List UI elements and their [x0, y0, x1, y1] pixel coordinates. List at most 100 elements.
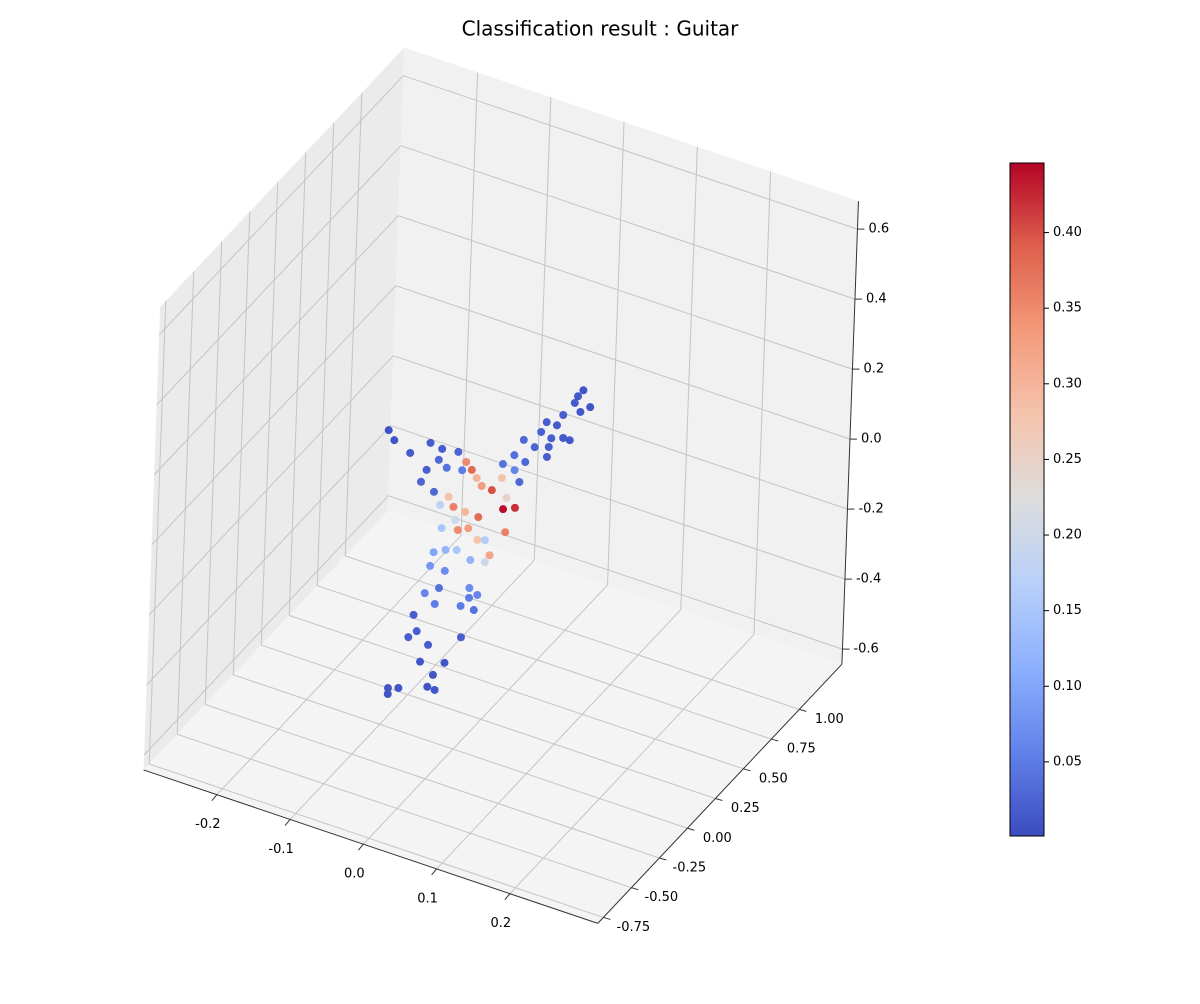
grid-line	[153, 215, 399, 476]
data-point	[406, 448, 415, 457]
grid-line	[403, 75, 858, 230]
grid-line	[345, 555, 800, 710]
data-point	[574, 392, 583, 401]
grid-line	[148, 300, 167, 764]
grid-line	[317, 585, 772, 740]
grid-line	[398, 215, 853, 370]
grid-line	[146, 425, 392, 686]
data-point	[456, 601, 465, 610]
left-pane	[143, 47, 405, 770]
data-point	[477, 481, 486, 490]
colorbar-tick-label: 0.10	[1053, 679, 1082, 694]
grid-line	[156, 145, 402, 406]
grid-line	[158, 75, 404, 336]
grid-line	[509, 634, 755, 895]
z-tick-label: 0.2	[863, 362, 884, 377]
grid-line	[289, 559, 535, 820]
data-point	[384, 426, 393, 435]
data-point	[542, 418, 551, 427]
data-point	[412, 627, 421, 636]
grid-line	[261, 644, 716, 799]
y-tick-label: 0.75	[787, 742, 816, 757]
grid-line	[607, 121, 625, 585]
y-tick	[715, 798, 723, 802]
x-tick-label: 0.1	[417, 891, 438, 906]
data-point	[440, 566, 449, 575]
data-point	[465, 584, 474, 593]
y-tick-label: 0.00	[703, 831, 732, 846]
data-point	[420, 589, 429, 598]
z-tick-label: 0.0	[861, 432, 882, 447]
grid-line	[149, 763, 604, 918]
data-point	[510, 466, 519, 475]
data-point	[501, 528, 510, 537]
data-point	[480, 558, 489, 567]
data-point	[416, 477, 425, 486]
data-point	[544, 442, 553, 451]
data-point	[510, 451, 519, 460]
data-point	[453, 526, 462, 535]
z-tick-label: 0.4	[866, 292, 887, 307]
y-tick-label: -0.25	[673, 860, 707, 875]
data-point	[449, 502, 458, 511]
grid-line	[151, 285, 397, 546]
x-tick	[211, 794, 218, 801]
x-tick-label: -0.1	[268, 842, 293, 857]
grid-line	[143, 495, 389, 756]
data-point	[579, 386, 588, 395]
grid-line	[393, 355, 848, 510]
data-point	[521, 458, 530, 467]
floor-pane	[143, 510, 842, 924]
grid-line	[395, 285, 851, 440]
data-point	[383, 689, 392, 698]
data-point	[394, 684, 403, 693]
y-tick	[687, 827, 695, 831]
y-axis	[597, 663, 843, 924]
grid-line	[436, 609, 682, 870]
colorbar-tick-label: 0.30	[1053, 376, 1082, 391]
z-axis	[841, 201, 859, 665]
grid-line	[233, 674, 688, 829]
grid-line	[204, 241, 223, 705]
data-point	[537, 427, 546, 436]
data-point	[542, 452, 551, 461]
grid-line	[460, 72, 479, 536]
data-point	[390, 436, 399, 445]
y-tick	[631, 887, 639, 891]
data-point	[473, 590, 482, 599]
colorbar-tick-label: 0.25	[1053, 452, 1082, 467]
data-point	[424, 640, 433, 649]
data-point	[570, 398, 579, 407]
data-point	[444, 492, 453, 501]
y-tick-label: -0.50	[645, 890, 679, 905]
data-point	[462, 457, 471, 466]
z-tick-label: -0.4	[856, 572, 881, 587]
grid-line	[753, 171, 772, 635]
data-point	[436, 500, 445, 509]
data-point	[466, 556, 475, 565]
grid-line	[289, 614, 744, 770]
data-point	[469, 606, 478, 615]
y-tick	[771, 738, 779, 742]
data-point	[441, 545, 450, 554]
data-point	[480, 536, 489, 545]
grid-line	[316, 122, 335, 586]
data-point	[429, 487, 438, 496]
data-point	[429, 548, 438, 557]
x-tick-label: 0.2	[491, 916, 512, 931]
grid-line	[362, 584, 608, 845]
grid-line	[390, 425, 846, 580]
data-point	[472, 473, 481, 482]
data-point	[565, 436, 574, 445]
data-point	[440, 658, 449, 667]
grid-line	[288, 152, 307, 616]
data-point	[430, 685, 439, 694]
colorbar-tick-label: 0.40	[1053, 225, 1082, 240]
data-point	[426, 561, 435, 570]
colorbar-tick-label: 0.20	[1053, 528, 1082, 543]
data-point	[467, 465, 476, 474]
data-point	[422, 465, 431, 474]
data-point	[416, 657, 425, 666]
